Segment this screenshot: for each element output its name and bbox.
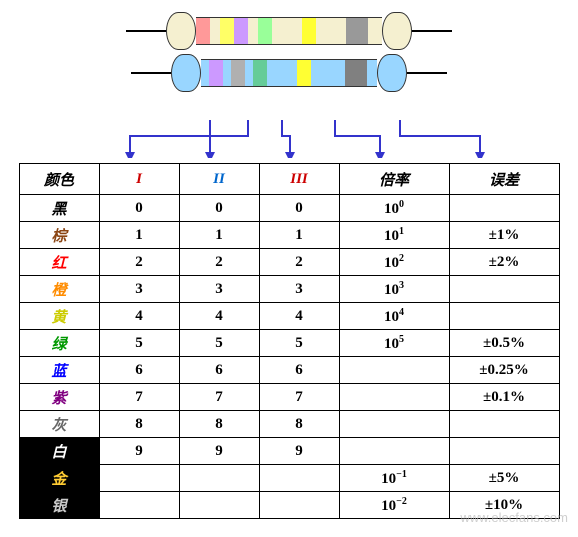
tolerance-cell xyxy=(449,195,559,222)
table-row: 灰888 xyxy=(19,411,559,438)
table-row: 金 10−1±5% xyxy=(19,465,559,492)
tolerance-cell xyxy=(449,438,559,465)
tolerance-cell: ±0.5% xyxy=(449,330,559,357)
watermark-text: www.elecfans.com xyxy=(460,510,568,525)
header-band2: II xyxy=(179,164,259,195)
color-name-cell: 黄 xyxy=(19,303,99,330)
multiplier-cell xyxy=(339,411,449,438)
digit-cell: 6 xyxy=(99,357,179,384)
digit-cell: 9 xyxy=(99,438,179,465)
table-header-row: 颜色 I II III 倍率 误差 xyxy=(19,164,559,195)
arrow-connectors xyxy=(0,118,578,158)
color-code-table: 颜色 I II III 倍率 误差 黑000100棕111101±1%红2221… xyxy=(19,163,560,519)
multiplier-cell xyxy=(339,438,449,465)
digit-cell: 4 xyxy=(99,303,179,330)
multiplier-cell: 105 xyxy=(339,330,449,357)
multiplier-cell xyxy=(339,384,449,411)
color-name-cell: 紫 xyxy=(19,384,99,411)
main-container: 颜色 I II III 倍率 误差 黑000100棕111101±1%红2221… xyxy=(0,0,578,537)
tolerance-cell xyxy=(449,303,559,330)
color-name-cell: 棕 xyxy=(19,222,99,249)
digit-cell: 8 xyxy=(259,411,339,438)
digit-cell: 3 xyxy=(259,276,339,303)
digit-cell: 8 xyxy=(99,411,179,438)
digit-cell: 7 xyxy=(259,384,339,411)
color-name-cell: 绿 xyxy=(19,330,99,357)
tolerance-cell: ±1% xyxy=(449,222,559,249)
digit-cell: 9 xyxy=(259,438,339,465)
color-name-cell: 蓝 xyxy=(19,357,99,384)
digit-cell: 1 xyxy=(179,222,259,249)
digit-cell: 5 xyxy=(259,330,339,357)
resistor-illustration-area xyxy=(0,0,578,118)
table-row: 紫777±0.1% xyxy=(19,384,559,411)
color-name-cell: 白 xyxy=(19,438,99,465)
digit-cell: 9 xyxy=(179,438,259,465)
multiplier-cell xyxy=(339,357,449,384)
digit-cell: 6 xyxy=(259,357,339,384)
table-row: 白999 xyxy=(19,438,559,465)
color-name-cell: 黑 xyxy=(19,195,99,222)
digit-cell: 7 xyxy=(99,384,179,411)
multiplier-cell: 10−1 xyxy=(339,465,449,492)
header-band3: III xyxy=(259,164,339,195)
multiplier-cell: 101 xyxy=(339,222,449,249)
tolerance-cell: ±0.1% xyxy=(449,384,559,411)
digit-cell xyxy=(259,465,339,492)
multiplier-cell: 100 xyxy=(339,195,449,222)
color-name-cell: 橙 xyxy=(19,276,99,303)
digit-cell: 1 xyxy=(99,222,179,249)
header-tolerance: 误差 xyxy=(449,164,559,195)
digit-cell: 7 xyxy=(179,384,259,411)
resistor-5band xyxy=(0,54,578,92)
digit-cell xyxy=(179,492,259,519)
multiplier-cell: 104 xyxy=(339,303,449,330)
color-name-cell: 金 xyxy=(19,465,99,492)
tolerance-cell xyxy=(449,411,559,438)
digit-cell: 5 xyxy=(179,330,259,357)
digit-cell xyxy=(179,465,259,492)
digit-cell: 5 xyxy=(99,330,179,357)
multiplier-cell: 103 xyxy=(339,276,449,303)
table-row: 黄444104 xyxy=(19,303,559,330)
header-color: 颜色 xyxy=(19,164,99,195)
digit-cell: 6 xyxy=(179,357,259,384)
table-row: 黑000100 xyxy=(19,195,559,222)
tolerance-cell xyxy=(449,276,559,303)
digit-cell: 8 xyxy=(179,411,259,438)
digit-cell: 0 xyxy=(99,195,179,222)
digit-cell: 0 xyxy=(179,195,259,222)
digit-cell: 3 xyxy=(99,276,179,303)
digit-cell: 4 xyxy=(179,303,259,330)
tolerance-cell: ±0.25% xyxy=(449,357,559,384)
color-name-cell: 灰 xyxy=(19,411,99,438)
tolerance-cell: ±2% xyxy=(449,249,559,276)
table-row: 橙333103 xyxy=(19,276,559,303)
multiplier-cell: 10−2 xyxy=(339,492,449,519)
digit-cell xyxy=(99,465,179,492)
digit-cell xyxy=(259,492,339,519)
table-row: 绿555105±0.5% xyxy=(19,330,559,357)
header-band1: I xyxy=(99,164,179,195)
header-multiplier: 倍率 xyxy=(339,164,449,195)
digit-cell: 0 xyxy=(259,195,339,222)
digit-cell: 3 xyxy=(179,276,259,303)
tolerance-cell: ±5% xyxy=(449,465,559,492)
digit-cell: 4 xyxy=(259,303,339,330)
table-row: 蓝666±0.25% xyxy=(19,357,559,384)
table-row: 红222102±2% xyxy=(19,249,559,276)
multiplier-cell: 102 xyxy=(339,249,449,276)
table-body: 黑000100棕111101±1%红222102±2%橙333103黄44410… xyxy=(19,195,559,519)
digit-cell: 1 xyxy=(259,222,339,249)
color-name-cell: 红 xyxy=(19,249,99,276)
resistor-4band xyxy=(0,12,578,50)
table-row: 棕111101±1% xyxy=(19,222,559,249)
color-name-cell: 银 xyxy=(19,492,99,519)
digit-cell: 2 xyxy=(259,249,339,276)
digit-cell: 2 xyxy=(99,249,179,276)
digit-cell xyxy=(99,492,179,519)
digit-cell: 2 xyxy=(179,249,259,276)
